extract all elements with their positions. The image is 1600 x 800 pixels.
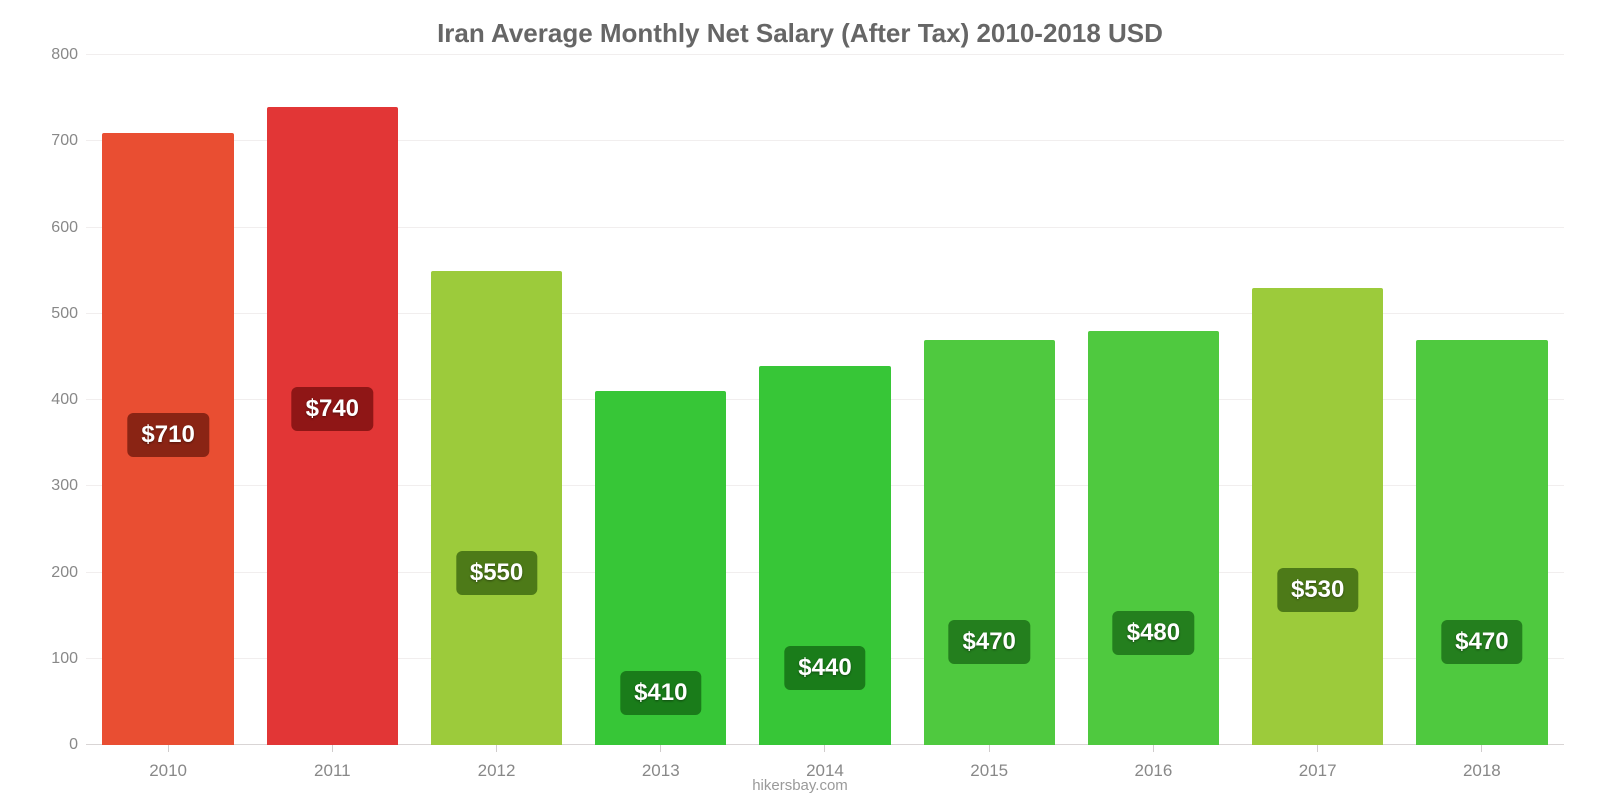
value-label: $550 — [456, 551, 537, 595]
bar: $530 — [1252, 288, 1383, 745]
y-tick-label: 300 — [51, 477, 78, 495]
x-tick-marks — [86, 745, 1564, 752]
bar-slot: $710 — [86, 55, 250, 745]
bar: $470 — [1416, 340, 1547, 745]
bar: $550 — [431, 271, 562, 745]
bar: $480 — [1088, 331, 1219, 745]
x-tick-mark — [743, 745, 907, 752]
x-tick-mark — [414, 745, 578, 752]
value-label: $710 — [127, 413, 208, 457]
x-tick-mark — [86, 745, 250, 752]
bar-slot: $470 — [1400, 55, 1564, 745]
y-tick-label: 600 — [51, 219, 78, 237]
bar-slot: $530 — [1236, 55, 1400, 745]
bar: $710 — [102, 133, 233, 745]
value-label: $480 — [1113, 611, 1194, 655]
value-label: $470 — [1441, 620, 1522, 664]
chart-title: Iran Average Monthly Net Salary (After T… — [30, 18, 1570, 49]
bar-slot: $550 — [414, 55, 578, 745]
bar: $410 — [595, 391, 726, 745]
bar-slot: $410 — [579, 55, 743, 745]
value-label: $470 — [949, 620, 1030, 664]
bars-container: $710 $740 $550 $410 $440 $470 $480 $530 $470 — [86, 55, 1564, 745]
attribution-text: hikersbay.com — [0, 777, 1600, 794]
plot-area: 0100200300400500600700800 $710$740$550$4… — [30, 55, 1570, 745]
x-tick-mark — [1071, 745, 1235, 752]
value-label: $410 — [620, 671, 701, 715]
bar: $440 — [759, 366, 890, 746]
bar: $470 — [924, 340, 1055, 745]
y-tick-label: 200 — [51, 564, 78, 582]
value-label: $440 — [784, 646, 865, 690]
value-label: $530 — [1277, 568, 1358, 612]
x-tick-mark — [907, 745, 1071, 752]
y-axis: 0100200300400500600700800 — [30, 55, 86, 745]
salary-bar-chart: Iran Average Monthly Net Salary (After T… — [0, 0, 1600, 800]
y-tick-label: 400 — [51, 391, 78, 409]
bar: $740 — [267, 107, 398, 745]
x-tick-mark — [250, 745, 414, 752]
bar-slot: $480 — [1071, 55, 1235, 745]
value-label: $740 — [292, 387, 373, 431]
bar-slot: $470 — [907, 55, 1071, 745]
bar-slot: $440 — [743, 55, 907, 745]
x-tick-mark — [579, 745, 743, 752]
y-tick-label: 0 — [69, 736, 78, 754]
y-tick-label: 700 — [51, 132, 78, 150]
y-tick-label: 500 — [51, 305, 78, 323]
bar-slot: $740 — [250, 55, 414, 745]
x-tick-mark — [1400, 745, 1564, 752]
y-tick-label: 800 — [51, 46, 78, 64]
y-tick-label: 100 — [51, 650, 78, 668]
x-tick-mark — [1236, 745, 1400, 752]
